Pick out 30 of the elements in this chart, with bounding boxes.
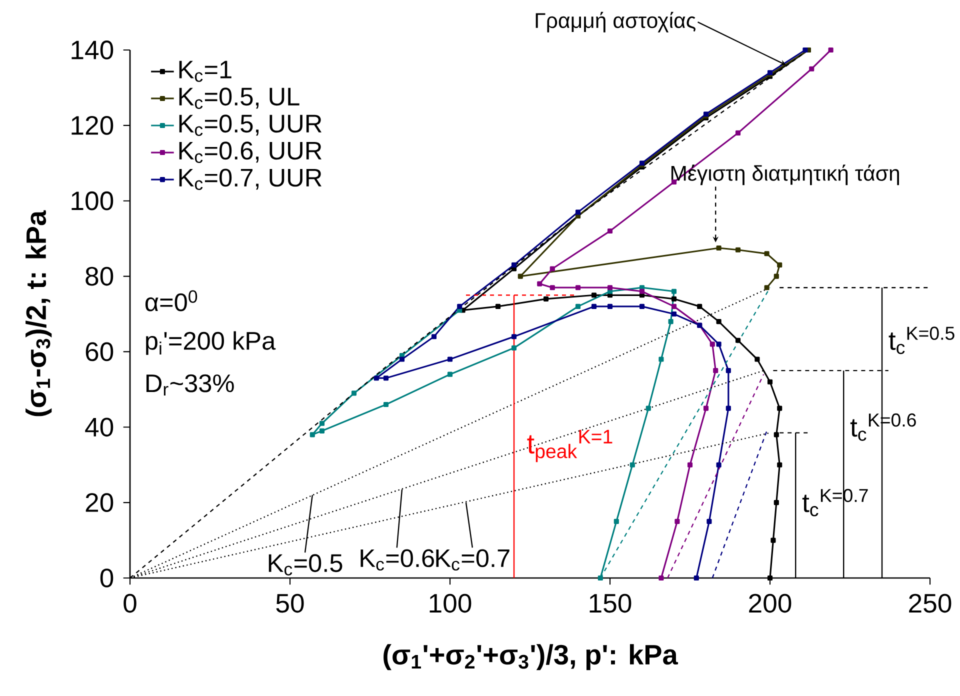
y-tick-label: 20 bbox=[86, 493, 114, 512]
annotation: K$_{c}$=0.6 bbox=[360, 549, 434, 571]
y-tick-label: 0 bbox=[100, 568, 114, 588]
x-tick-label: 250 bbox=[909, 594, 952, 613]
y-tick-label: 120 bbox=[72, 116, 114, 135]
y-tick-label: 100 bbox=[72, 191, 114, 210]
legend-label: K$_{c}$=0.5, UUR bbox=[179, 114, 322, 136]
annotation: K$_{c}$=0.7 bbox=[436, 549, 510, 571]
x-tick-label: 50 bbox=[276, 594, 304, 613]
legend-label: K$_{c}$=1 bbox=[179, 60, 232, 82]
y-tick-label: 140 bbox=[72, 40, 114, 60]
legend-label: K$_{c}$=0.7, UUR bbox=[179, 168, 322, 190]
y-axis-title: (σ$_{1}$-σ$_{3}$)/2, t: kPa bbox=[26, 210, 52, 416]
annotation: t$_{c}$K=0.5 bbox=[888, 326, 954, 354]
annotation: Γραμμή αστοχίας bbox=[536, 12, 696, 32]
annotation: D$_{r}$~33% bbox=[146, 374, 234, 396]
x-tick-label: 0 bbox=[124, 594, 136, 613]
y-tick-label: 60 bbox=[86, 342, 114, 362]
y-tick-label: 80 bbox=[86, 266, 114, 286]
x-axis-title: (σ$_{1}$'+σ$_{2}$'+σ$_{3}$')/3, p': kPa bbox=[384, 644, 678, 670]
annotation: K$_{c}$=0.5 bbox=[268, 554, 342, 576]
annotation: α=0$^{0}$ bbox=[145, 290, 198, 312]
y-tick-label: 40 bbox=[85, 418, 114, 437]
x-tick-label: 150 bbox=[590, 594, 632, 613]
x-tick-label: 100 bbox=[430, 594, 472, 613]
legend-label: K$_{c}$=0.6, UUR bbox=[179, 142, 322, 163]
annotation: p$_{i}$'=200 kPa bbox=[146, 331, 276, 355]
annotation: t$_{peak}$K=1 bbox=[527, 430, 612, 462]
legend-label: K$_{c}$=0.5, UL bbox=[179, 88, 300, 109]
x-tick-label: 200 bbox=[749, 594, 792, 613]
